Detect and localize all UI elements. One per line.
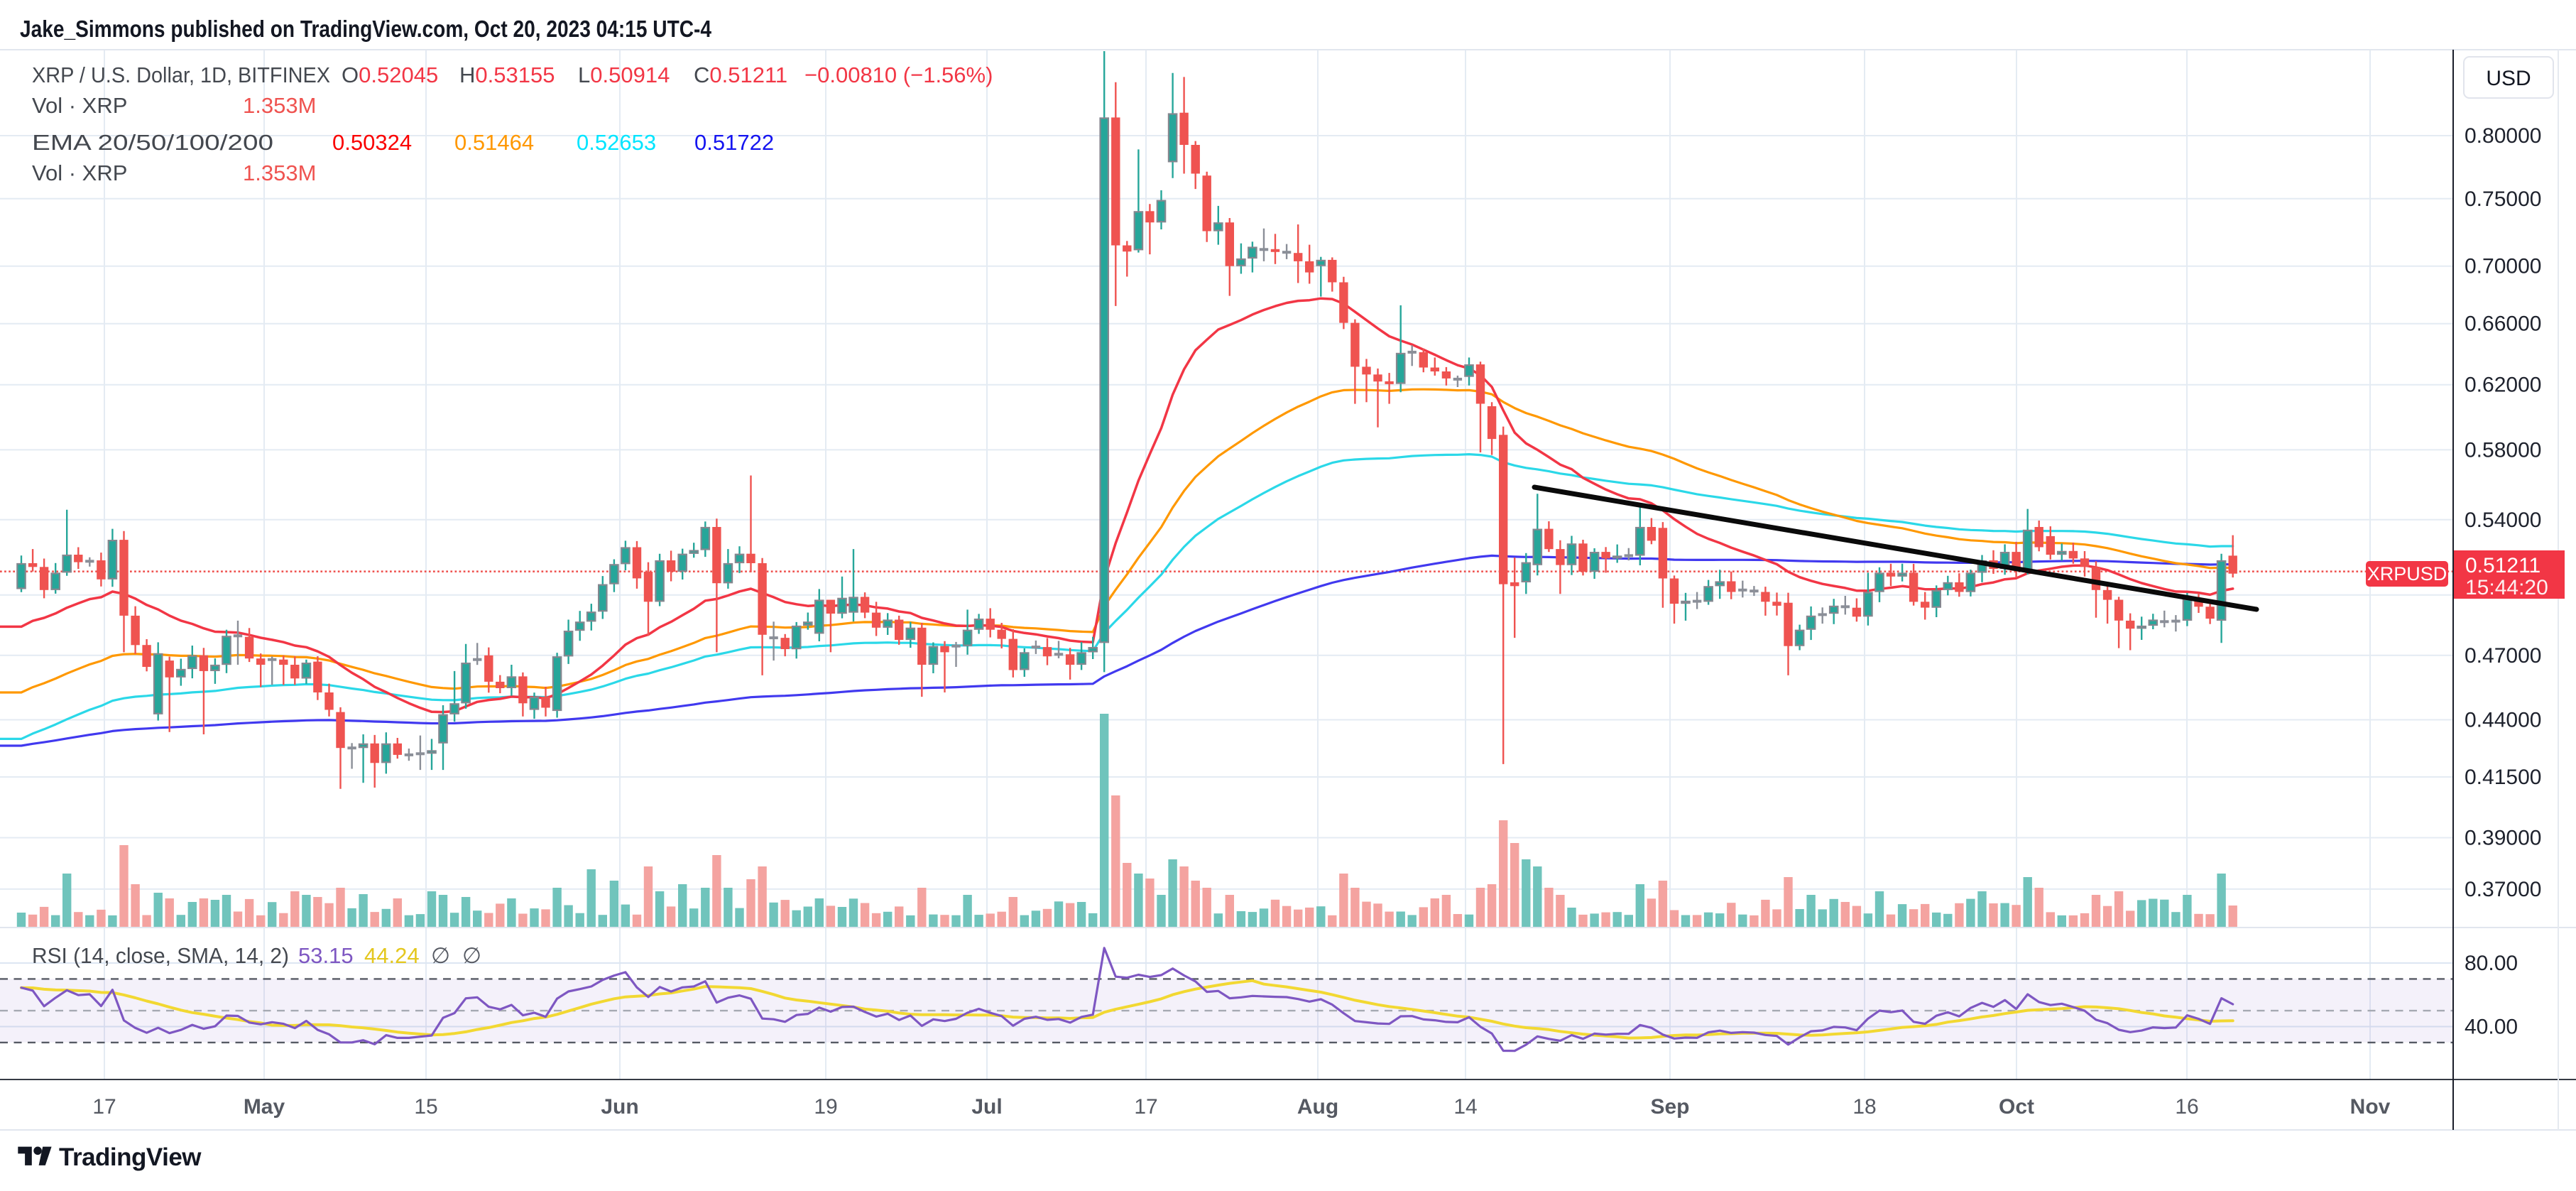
svg-text:0.58000: 0.58000	[2465, 438, 2541, 462]
svg-text:80.00: 80.00	[2465, 952, 2518, 975]
svg-text:0.54000: 0.54000	[2465, 509, 2541, 532]
svg-text:May: May	[244, 1095, 285, 1119]
svg-text:Jul: Jul	[971, 1095, 1002, 1119]
svg-text:0.66000: 0.66000	[2465, 312, 2541, 336]
svg-text:Aug: Aug	[1297, 1095, 1338, 1119]
svg-text:19: 19	[814, 1095, 837, 1119]
svg-text:15:44:20: 15:44:20	[2465, 576, 2548, 599]
svg-text:17: 17	[92, 1095, 116, 1119]
svg-text:18: 18	[1852, 1095, 1876, 1119]
svg-text:Jun: Jun	[601, 1095, 638, 1119]
svg-text:XRPUSD: XRPUSD	[2367, 563, 2447, 584]
svg-text:USD: USD	[2486, 67, 2531, 90]
svg-text:0.41500: 0.41500	[2465, 766, 2541, 789]
svg-text:Sep: Sep	[1650, 1095, 1689, 1119]
svg-text:14: 14	[1453, 1095, 1477, 1119]
svg-text:15: 15	[414, 1095, 437, 1119]
svg-text:40.00: 40.00	[2465, 1016, 2518, 1039]
svg-text:0.44000: 0.44000	[2465, 709, 2541, 732]
svg-text:0.37000: 0.37000	[2465, 878, 2541, 901]
svg-text:17: 17	[1134, 1095, 1157, 1119]
svg-text:XRP / U.S. Dollar, 1D, BITFINE: XRP / U.S. Dollar, 1D, BITFINEX O0.52045 H…	[32, 62, 993, 87]
svg-text:0.80000: 0.80000	[2465, 124, 2541, 148]
svg-text:0.51211: 0.51211	[2465, 554, 2540, 577]
svg-text:0.47000: 0.47000	[2465, 644, 2541, 668]
svg-text:16: 16	[2175, 1095, 2198, 1119]
svg-text:0.75000: 0.75000	[2465, 187, 2541, 211]
svg-text:Oct: Oct	[1999, 1095, 2034, 1119]
svg-text:0.62000: 0.62000	[2465, 374, 2541, 397]
svg-text:0.39000: 0.39000	[2465, 827, 2541, 850]
svg-text:RSI (14, close, SMA, 14, 2)53.: RSI (14, close, SMA, 14, 2) 53.15 44.24 ∅ ∅	[32, 943, 481, 968]
svg-text:Nov: Nov	[2350, 1095, 2391, 1119]
svg-text:0.70000: 0.70000	[2465, 255, 2541, 278]
svg-text:TradingView: TradingView	[59, 1143, 202, 1171]
svg-text:Jake_Simmons published on Trad: Jake_Simmons published on TradingView.co…	[20, 16, 712, 42]
